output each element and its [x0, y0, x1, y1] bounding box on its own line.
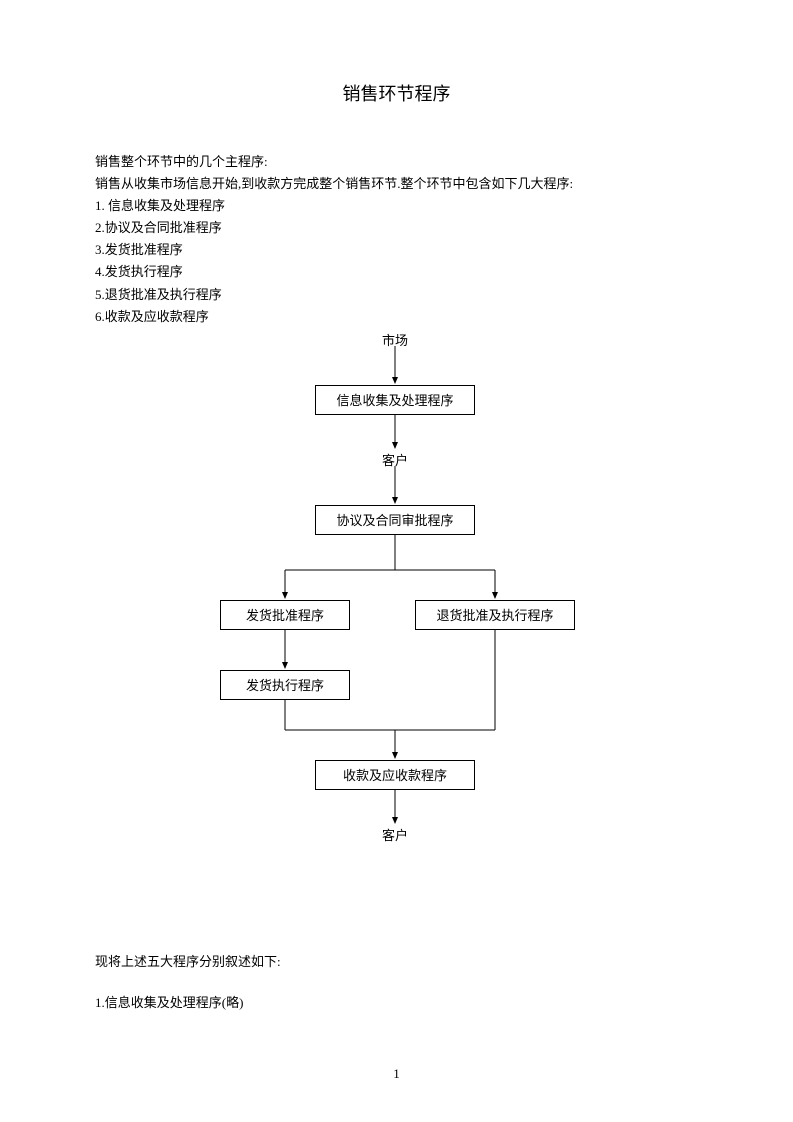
list-item: 2.协议及合同批准程序	[95, 217, 698, 239]
intro-block: 销售整个环节中的几个主程序: 销售从收集市场信息开始,到收款方完成整个销售环节.…	[95, 151, 698, 195]
list-item: 1. 信息收集及处理程序	[95, 195, 698, 217]
footer-line: 1.信息收集及处理程序(略)	[95, 991, 698, 1014]
flow-node-agree: 协议及合同审批程序	[315, 505, 475, 535]
flow-node-market: 市场	[382, 330, 408, 349]
flow-node-cust2: 客户	[382, 825, 408, 844]
list-item: 3.发货批准程序	[95, 239, 698, 261]
program-list: 1. 信息收集及处理程序 2.协议及合同批准程序 3.发货批准程序 4.发货执行…	[95, 195, 698, 328]
page-number: 1	[393, 1066, 400, 1082]
intro-line: 销售从收集市场信息开始,到收款方完成整个销售环节.整个环节中包含如下几大程序:	[95, 173, 698, 195]
list-item: 5.退货批准及执行程序	[95, 284, 698, 306]
flow-node-cust1: 客户	[382, 450, 408, 469]
flowchart: 市场信息收集及处理程序客户协议及合同审批程序发货批准程序退货批准及执行程序发货执…	[95, 330, 698, 890]
intro-line: 销售整个环节中的几个主程序:	[95, 151, 698, 173]
list-item: 6.收款及应收款程序	[95, 306, 698, 328]
footer-line: 现将上述五大程序分别叙述如下:	[95, 950, 698, 973]
page-title: 销售环节程序	[95, 80, 698, 106]
flow-node-ship_ok: 发货批准程序	[220, 600, 350, 630]
flow-node-return: 退货批准及执行程序	[415, 600, 575, 630]
flow-node-ship_do: 发货执行程序	[220, 670, 350, 700]
list-item: 4.发货执行程序	[95, 261, 698, 283]
flow-node-collect: 收款及应收款程序	[315, 760, 475, 790]
footer-block: 现将上述五大程序分别叙述如下: 1.信息收集及处理程序(略)	[95, 950, 698, 1015]
flow-node-info: 信息收集及处理程序	[315, 385, 475, 415]
